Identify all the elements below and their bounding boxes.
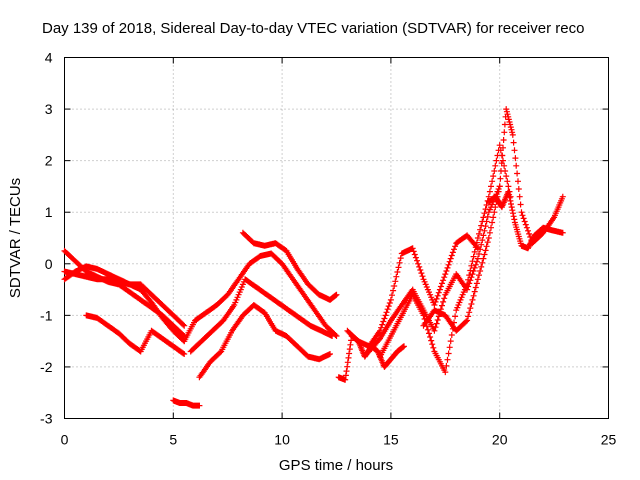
x-tick-label: 20 bbox=[492, 432, 508, 448]
series-track-12 bbox=[366, 183, 503, 355]
y-axis-label: SDTVAR / TECUs bbox=[7, 178, 24, 298]
series-track-7 bbox=[187, 276, 336, 355]
x-tick-label: 15 bbox=[383, 432, 399, 448]
series-track-15 bbox=[485, 188, 566, 252]
plot-frame bbox=[64, 57, 609, 419]
x-tick-label: 5 bbox=[169, 432, 177, 448]
data-point-markers bbox=[83, 312, 188, 357]
series-track-3 bbox=[61, 263, 188, 345]
data-point-markers bbox=[344, 232, 481, 350]
data-point-markers bbox=[366, 183, 503, 355]
y-tick-label: -1 bbox=[40, 307, 53, 323]
gridlines bbox=[64, 57, 609, 419]
series-track-4 bbox=[83, 312, 188, 357]
y-tick-labels: -3 -2 -1 0 1 2 3 4 bbox=[40, 50, 53, 427]
y-tick-label: -2 bbox=[40, 359, 53, 375]
series-track-11 bbox=[344, 232, 481, 350]
series-track-9 bbox=[170, 397, 203, 409]
y-tick-label: 2 bbox=[45, 153, 53, 169]
series-track-8 bbox=[196, 302, 333, 381]
x-axis-label: GPS time / hours bbox=[279, 457, 393, 474]
data-point-markers bbox=[485, 188, 566, 252]
x-tick-label: 0 bbox=[61, 432, 69, 448]
x-tick-label: 25 bbox=[601, 432, 617, 448]
series-track-6 bbox=[239, 229, 340, 303]
series-track-5 bbox=[181, 250, 340, 345]
y-tick-label: -3 bbox=[40, 411, 53, 427]
y-tick-label: 3 bbox=[45, 101, 53, 117]
chart-title: Day 139 of 2018, Sidereal Day-to-day VTE… bbox=[42, 20, 584, 37]
data-point-markers bbox=[196, 302, 333, 381]
y-tick-label: 1 bbox=[45, 204, 53, 220]
y-tick-label: 0 bbox=[45, 256, 53, 272]
data-point-markers bbox=[187, 276, 336, 355]
x-tick-label: 10 bbox=[274, 432, 290, 448]
data-point-markers bbox=[61, 263, 188, 345]
data-point-markers bbox=[170, 397, 203, 409]
data-points bbox=[61, 106, 566, 409]
y-tick-label: 4 bbox=[45, 50, 53, 66]
data-point-markers bbox=[181, 250, 340, 345]
x-tick-labels: 0 5 10 15 20 25 bbox=[61, 432, 617, 448]
data-point-markers bbox=[239, 229, 340, 303]
